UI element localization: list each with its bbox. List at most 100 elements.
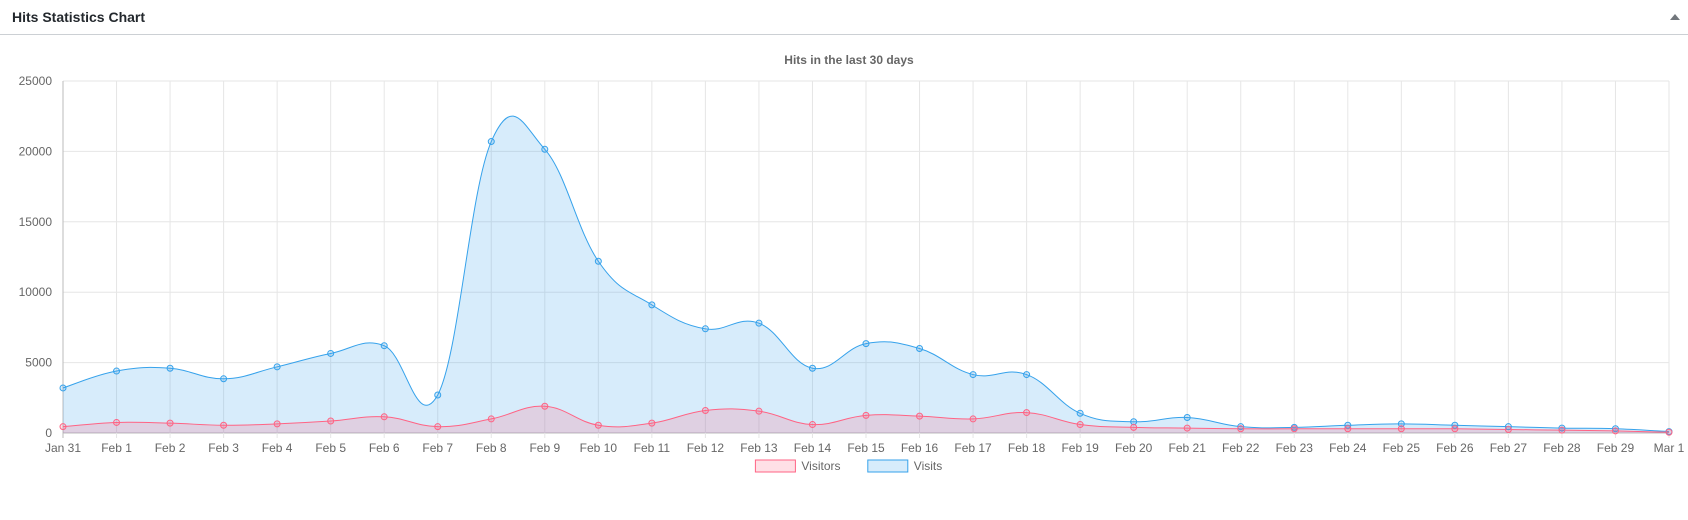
x-tick-label: Feb 13 [740,441,778,455]
data-points [59,138,1673,436]
visitors-point[interactable] [594,421,602,429]
x-tick-label: Feb 21 [1169,441,1207,455]
x-tick-label: Feb 16 [901,441,939,455]
visitors-point[interactable] [1183,424,1191,432]
visitors-point[interactable] [1397,425,1405,433]
x-tick-label: Feb 10 [580,441,618,455]
visits-point[interactable] [273,363,281,371]
x-tick-label: Feb 6 [369,441,400,455]
series-lines [62,115,1670,433]
x-tick-label: Feb 18 [1008,441,1046,455]
visitors-point[interactable] [1558,426,1566,434]
collapse-toggle-button[interactable] [1666,8,1684,26]
visits-point[interactable] [487,138,495,146]
visitors-point[interactable] [1076,421,1084,429]
visitors-point[interactable] [380,413,388,421]
visitors-point[interactable] [273,420,281,428]
hits-line-chart: Hits in the last 30 days Jan 31 Feb 1 Feb … [19,53,1685,473]
visitors-point[interactable] [1023,409,1031,417]
visitors-point[interactable] [434,423,442,431]
visitors-point[interactable] [487,415,495,423]
visitors-point[interactable] [327,417,335,425]
y-tick-label: 25000 [19,74,53,88]
x-tick-label: Feb 5 [315,441,346,455]
x-tick-label: Feb 19 [1061,441,1099,455]
legend-swatch-visits[interactable] [867,459,909,473]
legend-swatch-visitors[interactable] [754,459,796,473]
visits-point[interactable] [701,325,709,333]
visits-point[interactable] [1130,418,1138,426]
x-tick-label: Feb 28 [1543,441,1581,455]
y-tick-label: 0 [45,426,52,440]
series-areas [63,116,1669,433]
legend-label-visitors[interactable]: Visitors [801,459,840,473]
visits-point[interactable] [862,340,870,348]
x-tick-label: Feb 9 [529,441,560,455]
visitors-point[interactable] [862,411,870,419]
visits-point[interactable] [166,364,174,372]
visits-point[interactable] [648,301,656,309]
visitors-point[interactable] [1237,425,1245,433]
y-tick-label: 10000 [19,285,53,299]
visits-area [63,116,1669,433]
y-tick-label: 20000 [19,144,53,158]
visits-point[interactable] [1076,409,1084,417]
visitors-point[interactable] [755,407,763,415]
visits-point[interactable] [380,342,388,350]
visitors-point[interactable] [648,419,656,427]
visitors-point[interactable] [541,402,549,410]
visits-point[interactable] [969,371,977,379]
visits-point[interactable] [1023,371,1031,379]
visitors-point[interactable] [59,423,67,431]
visitors-point[interactable] [969,415,977,423]
panel-title: Hits Statistics Chart [12,9,146,25]
x-tick-label: Feb 3 [208,441,239,455]
x-tick-label: Feb 14 [794,441,832,455]
visits-point[interactable] [1237,423,1245,431]
triangle-up-icon [1670,14,1680,20]
visits-point[interactable] [434,391,442,399]
visitors-point[interactable] [1504,425,1512,433]
visitors-point[interactable] [113,418,121,426]
visitors-point[interactable] [1451,425,1459,433]
visitors-point[interactable] [1344,425,1352,433]
visits-point[interactable] [1397,420,1405,428]
visits-point[interactable] [1558,424,1566,432]
x-tick-label: Feb 2 [155,441,186,455]
visits-point[interactable] [113,367,121,375]
x-tick-label: Feb 20 [1115,441,1153,455]
visits-point[interactable] [220,375,228,383]
visitors-point[interactable] [1665,428,1673,436]
x-tick-label: Feb 29 [1597,441,1635,455]
chart-title: Hits in the last 30 days [784,53,914,67]
visits-point[interactable] [541,145,549,153]
visitors-point[interactable] [808,421,816,429]
visits-point[interactable] [594,257,602,265]
visitors-point[interactable] [166,419,174,427]
visitors-point[interactable] [220,421,228,429]
x-tick-label: Feb 15 [847,441,885,455]
legend-label-visits[interactable]: Visits [914,459,942,473]
visits-point[interactable] [1451,421,1459,429]
visits-point[interactable] [1611,425,1619,433]
visitors-point[interactable] [701,406,709,414]
x-tick-label: Feb 23 [1276,441,1314,455]
visitors-line [62,405,1670,433]
visitors-point[interactable] [1290,425,1298,433]
visits-point[interactable] [1183,414,1191,422]
visits-point[interactable] [755,319,763,327]
grid-lines [62,80,1670,438]
x-tick-label: Feb 25 [1383,441,1421,455]
x-tick-label: Feb 12 [687,441,725,455]
visits-point[interactable] [327,349,335,357]
visitors-point[interactable] [916,412,924,420]
visitors-point[interactable] [1611,427,1619,435]
x-tick-label: Feb 11 [634,441,671,455]
visitors-point[interactable] [1130,423,1138,431]
x-tick-label: Feb 8 [476,441,507,455]
visits-point[interactable] [808,364,816,372]
visits-point[interactable] [916,345,924,353]
x-tick-label: Jan 31 [45,441,81,455]
visits-point[interactable] [59,384,67,392]
visits-point[interactable] [1344,421,1352,429]
